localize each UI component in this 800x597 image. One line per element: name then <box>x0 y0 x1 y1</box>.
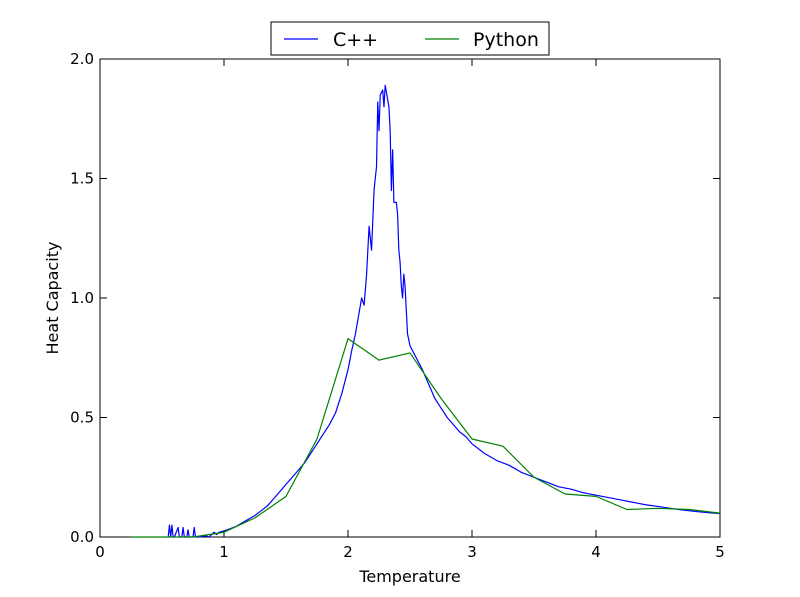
legend: C++ Python <box>270 21 550 56</box>
x-tick-label: 2 <box>343 543 353 561</box>
axis-ticks: 0 1 2 3 4 5 0.0 0.5 1.0 1.5 2.0 <box>70 50 725 561</box>
plot-frame <box>99 58 721 538</box>
x-tick-label: 5 <box>715 543 725 561</box>
legend-label-cpp: C++ <box>333 29 378 51</box>
y-tick-label: 0.5 <box>70 409 94 427</box>
legend-label-python: Python <box>473 29 539 51</box>
x-tick-label: 4 <box>591 543 601 561</box>
x-tick-label: 3 <box>467 543 477 561</box>
y-axis-label: Heat Capacity <box>43 242 62 355</box>
x-tick-label: 1 <box>219 543 229 561</box>
series-layer <box>131 84 721 538</box>
y-tick-label: 2.0 <box>70 50 94 68</box>
x-axis-label: Temperature <box>358 567 460 586</box>
y-tick-label: 1.5 <box>70 170 94 188</box>
series-line-cpp <box>167 84 721 538</box>
y-tick-label: 0.0 <box>70 528 94 546</box>
series-line-python <box>131 338 721 538</box>
y-tick-label: 1.0 <box>70 289 94 307</box>
x-tick-label: 0 <box>95 543 105 561</box>
